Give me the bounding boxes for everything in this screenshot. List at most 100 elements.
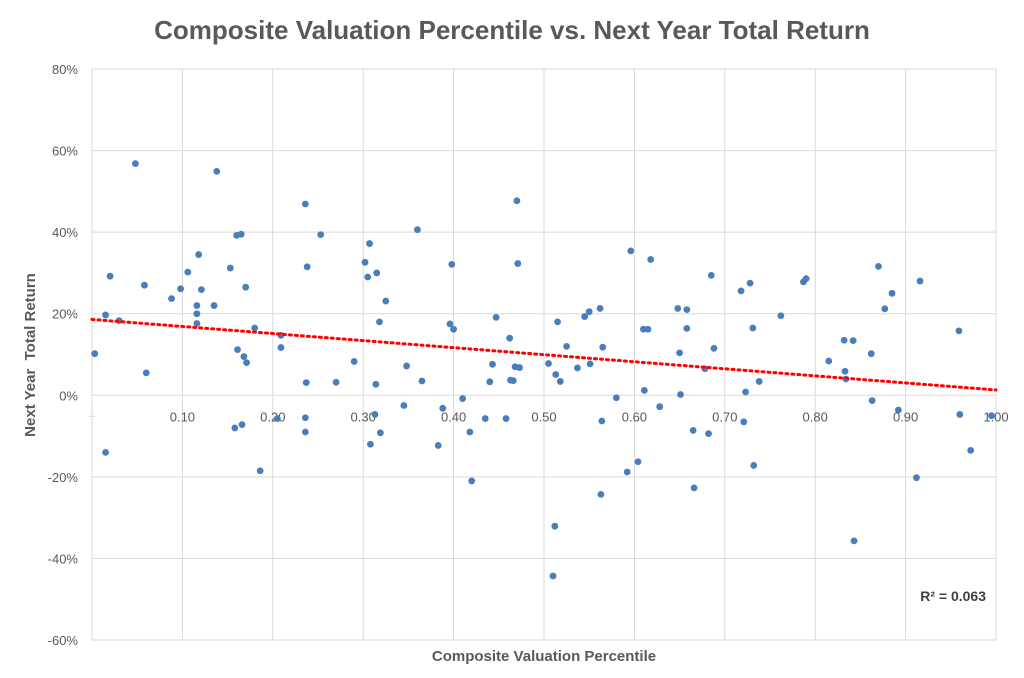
data-point bbox=[549, 572, 557, 580]
data-point bbox=[956, 411, 964, 418]
data-point bbox=[545, 360, 552, 367]
data-point bbox=[967, 446, 975, 454]
data-point bbox=[888, 289, 896, 297]
data-point bbox=[231, 424, 239, 432]
data-point bbox=[350, 358, 358, 365]
data-point bbox=[740, 418, 748, 426]
data-point bbox=[955, 327, 963, 335]
data-point bbox=[612, 394, 620, 402]
data-point bbox=[705, 430, 712, 438]
data-point bbox=[371, 411, 379, 418]
data-point bbox=[486, 378, 494, 386]
data-point bbox=[492, 313, 500, 321]
data-point bbox=[683, 324, 691, 332]
x-tick-label: 0.10 bbox=[170, 409, 195, 424]
data-point bbox=[627, 247, 635, 255]
data-point bbox=[802, 275, 810, 283]
data-point bbox=[237, 230, 245, 238]
data-point bbox=[599, 343, 607, 351]
data-point bbox=[551, 522, 559, 530]
r-squared-label: R² = 0.063 bbox=[920, 588, 986, 604]
data-point bbox=[193, 310, 201, 318]
chart-title: Composite Valuation Percentile vs. Next … bbox=[154, 15, 870, 45]
data-point bbox=[303, 263, 311, 271]
data-point bbox=[418, 377, 426, 385]
data-point bbox=[674, 305, 682, 312]
data-point bbox=[676, 349, 683, 357]
data-point bbox=[563, 342, 570, 350]
data-point bbox=[913, 474, 920, 482]
data-point bbox=[468, 477, 476, 485]
y-axis-tick-labels: -60% -40% -20% 0% 20% 40% 60% 80% bbox=[48, 62, 79, 648]
data-point bbox=[301, 428, 309, 436]
data-point bbox=[102, 311, 109, 319]
data-point bbox=[690, 484, 698, 492]
data-point bbox=[840, 336, 848, 344]
data-point bbox=[598, 417, 606, 425]
trendline bbox=[90, 317, 998, 392]
data-point bbox=[450, 325, 457, 333]
x-tick-label: 0.40 bbox=[441, 409, 466, 424]
data-point bbox=[916, 277, 924, 285]
data-point bbox=[242, 283, 250, 291]
data-point bbox=[367, 440, 374, 448]
x-tick-label: 0.70 bbox=[712, 409, 737, 424]
data-point bbox=[689, 426, 697, 434]
data-point bbox=[640, 386, 648, 394]
data-point bbox=[317, 231, 325, 238]
data-point bbox=[141, 281, 148, 289]
data-point bbox=[596, 305, 604, 312]
data-point bbox=[177, 285, 184, 293]
data-point bbox=[634, 458, 642, 466]
data-point bbox=[366, 240, 373, 247]
data-point bbox=[585, 308, 593, 316]
data-point bbox=[131, 160, 139, 168]
data-point bbox=[988, 412, 995, 420]
y-tick-label: 60% bbox=[52, 144, 78, 159]
y-tick-label: 20% bbox=[52, 307, 78, 322]
y-tick-label: -60% bbox=[48, 633, 79, 648]
data-point bbox=[195, 251, 203, 258]
x-tick-label: 1.00 bbox=[983, 409, 1008, 424]
x-tick-label: 0.50 bbox=[531, 409, 556, 424]
data-point bbox=[516, 364, 523, 371]
data-point bbox=[849, 337, 857, 345]
data-point bbox=[414, 226, 421, 234]
data-point bbox=[868, 397, 876, 404]
data-point bbox=[644, 325, 652, 333]
data-point bbox=[234, 346, 241, 354]
data-point bbox=[302, 379, 310, 387]
data-point bbox=[867, 350, 875, 358]
data-point bbox=[683, 306, 691, 314]
data-point bbox=[240, 353, 248, 360]
data-point bbox=[439, 404, 447, 412]
data-point bbox=[193, 302, 201, 309]
data-point bbox=[364, 273, 372, 281]
data-point bbox=[168, 295, 175, 303]
data-point bbox=[755, 378, 763, 385]
data-point bbox=[749, 324, 757, 332]
y-tick-label: -20% bbox=[48, 470, 79, 485]
data-point bbox=[677, 391, 684, 398]
data-point bbox=[513, 197, 521, 205]
data-point bbox=[376, 318, 383, 326]
data-point bbox=[514, 260, 522, 267]
data-point bbox=[707, 271, 715, 279]
y-tick-label: 0% bbox=[59, 388, 78, 403]
data-point bbox=[581, 313, 589, 320]
data-point bbox=[894, 406, 902, 414]
data-point bbox=[502, 415, 510, 422]
data-point bbox=[184, 268, 192, 276]
data-point bbox=[647, 256, 655, 263]
data-point bbox=[446, 320, 454, 328]
data-point bbox=[102, 448, 109, 456]
data-point bbox=[574, 364, 581, 372]
data-point bbox=[489, 360, 496, 368]
data-points bbox=[91, 160, 995, 580]
data-point bbox=[400, 402, 408, 409]
data-point bbox=[251, 324, 259, 332]
data-point bbox=[197, 286, 205, 294]
data-point bbox=[193, 320, 201, 327]
